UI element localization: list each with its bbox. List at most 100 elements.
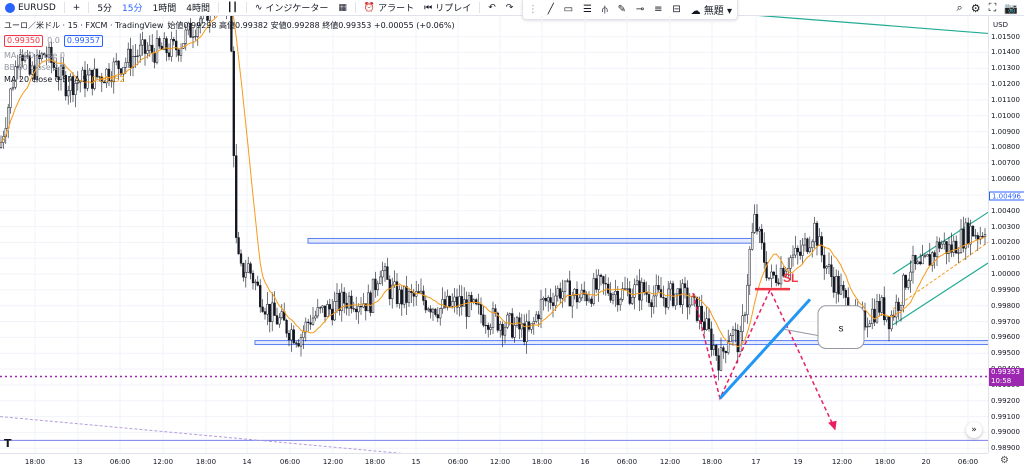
candle-body xyxy=(715,344,718,356)
candle-body xyxy=(76,82,79,84)
price-tick-label: 0.99500 xyxy=(991,349,1020,358)
price-tick-label: 1.01400 xyxy=(991,48,1020,57)
trend-line xyxy=(757,16,988,35)
bar-countdown: 10:58 xyxy=(991,376,1012,385)
pitchfork-icon[interactable]: ⫛ xyxy=(601,4,608,15)
candle-body xyxy=(719,347,723,371)
gear-icon[interactable]: ⚙ xyxy=(970,1,981,15)
brush-icon[interactable]: ✎ xyxy=(617,4,627,15)
redo-button[interactable]: ↷ xyxy=(501,3,519,13)
candle-body xyxy=(556,288,559,297)
settings-gear-icon[interactable]: ⚙ xyxy=(1000,455,1009,466)
candle-body xyxy=(763,242,766,263)
horizontal-ray-icon[interactable]: ⊸ xyxy=(635,4,645,15)
fullscreen-icon[interactable]: ⛶ xyxy=(988,1,997,14)
candle-body xyxy=(911,254,915,273)
drag-handle-icon[interactable]: ⋮ xyxy=(527,4,538,15)
indicator-bb[interactable]: BB 80 close 2.5 xyxy=(4,63,67,72)
fib-icon[interactable]: ≡ xyxy=(654,4,663,15)
axis-currency[interactable]: USD xyxy=(993,21,1008,29)
candle-body xyxy=(575,288,579,303)
price-tick-label: 0.99200 xyxy=(991,396,1020,405)
candle-body xyxy=(232,50,235,156)
time-axis[interactable]: 18:00 13 06:00 12:00 18:00 14 06:00 12:00 18:00 1… xyxy=(0,453,988,469)
candle-body xyxy=(655,285,658,297)
candle-body xyxy=(458,296,461,308)
candle-body xyxy=(297,343,300,347)
candle-body xyxy=(148,44,151,51)
price-axis[interactable]: USD 1.01500 1.01400 1.01300 1.01200 1.01100 1… xyxy=(988,16,1024,453)
candle-body xyxy=(547,297,550,302)
candle-body xyxy=(878,301,881,313)
symbol-label: EURUSD xyxy=(18,2,56,13)
interval-1h[interactable]: 1時間 xyxy=(148,1,182,14)
price-chart[interactable]: SL s xyxy=(0,16,988,453)
search-icon[interactable]: ⌕ xyxy=(956,1,963,14)
chart-type-button[interactable]: ┃┃ xyxy=(222,3,243,13)
candle-body xyxy=(266,303,269,315)
candle-body xyxy=(657,285,660,290)
candle-body xyxy=(933,252,936,258)
candle-body xyxy=(67,90,70,97)
candle-body xyxy=(9,88,12,108)
replay-button[interactable]: ⏮ リプレイ xyxy=(419,1,476,15)
candle-body xyxy=(955,240,958,254)
camera-icon[interactable]: 📷 xyxy=(1004,1,1018,15)
candle-body xyxy=(143,39,147,54)
candle-body xyxy=(532,321,535,325)
candle-body xyxy=(287,333,291,341)
time-tick-label: 15 xyxy=(411,458,421,466)
symbol-search[interactable]: EURUSD xyxy=(0,2,61,13)
trend-line-icon[interactable]: ╱ xyxy=(547,4,554,15)
support-zone xyxy=(254,340,988,346)
undo-button[interactable]: ↶ xyxy=(483,3,501,13)
text-lines-icon[interactable]: ☰ xyxy=(582,4,592,15)
indicator-ma200[interactable]: MA 200 close 0 xyxy=(4,51,65,60)
candle-body xyxy=(779,268,783,285)
price-tick-label: 1.01200 xyxy=(991,80,1020,89)
time-tick-label: 20 xyxy=(921,458,931,466)
candle-body xyxy=(290,329,293,341)
candle-body xyxy=(491,308,495,328)
position-icon[interactable]: ⊟ xyxy=(672,4,681,15)
callout-box xyxy=(817,305,865,349)
candle-body xyxy=(189,22,192,38)
candle-body xyxy=(134,55,137,58)
candle-body xyxy=(499,323,502,331)
candle-body xyxy=(875,301,879,323)
candle-body xyxy=(511,313,514,338)
candle-body xyxy=(899,304,903,311)
indicator-ma20[interactable]: MA 20 close 0 SMA 5 xyxy=(4,75,88,84)
candle-body xyxy=(280,311,283,319)
alert-label: アラート xyxy=(378,4,415,14)
candle-body xyxy=(643,282,646,293)
interval-15m[interactable]: 15分 xyxy=(117,1,147,14)
candle-body xyxy=(244,271,247,278)
candle-body xyxy=(139,44,142,57)
candle-body xyxy=(705,318,708,330)
candle-body xyxy=(364,303,367,312)
candle-body xyxy=(256,281,259,286)
interval-5m[interactable]: 5分 xyxy=(92,1,117,14)
candle-body xyxy=(561,291,564,299)
layout-name[interactable]: ☁ 無題 ▾ xyxy=(690,6,733,17)
candle-body xyxy=(187,22,190,31)
candle-body xyxy=(0,142,3,148)
scroll-to-realtime-button[interactable]: » xyxy=(966,422,982,438)
interval-4h[interactable]: 4時間 xyxy=(181,1,215,14)
templates-button[interactable]: ▦ xyxy=(333,3,352,13)
sell-price-button[interactable]: 0.99350 xyxy=(4,35,44,47)
alert-button[interactable]: ⏰ アラート xyxy=(359,1,419,15)
buy-price-button[interactable]: 0.99357 xyxy=(63,35,103,47)
price-tick-label: 1.01500 xyxy=(991,32,1020,41)
indicators-button[interactable]: ∿ インジケーター xyxy=(250,1,334,15)
candle-body xyxy=(969,225,972,245)
rectangle-icon[interactable]: ▭ xyxy=(563,4,574,15)
candle-body xyxy=(103,81,106,84)
add-symbol-button[interactable]: + xyxy=(68,3,86,13)
candle-body xyxy=(700,305,703,322)
price-tag-level: 1.00496 xyxy=(989,191,1024,201)
price-tick-label: 1.00700 xyxy=(991,159,1020,168)
candle-body xyxy=(923,255,927,257)
candle-body xyxy=(503,326,507,336)
